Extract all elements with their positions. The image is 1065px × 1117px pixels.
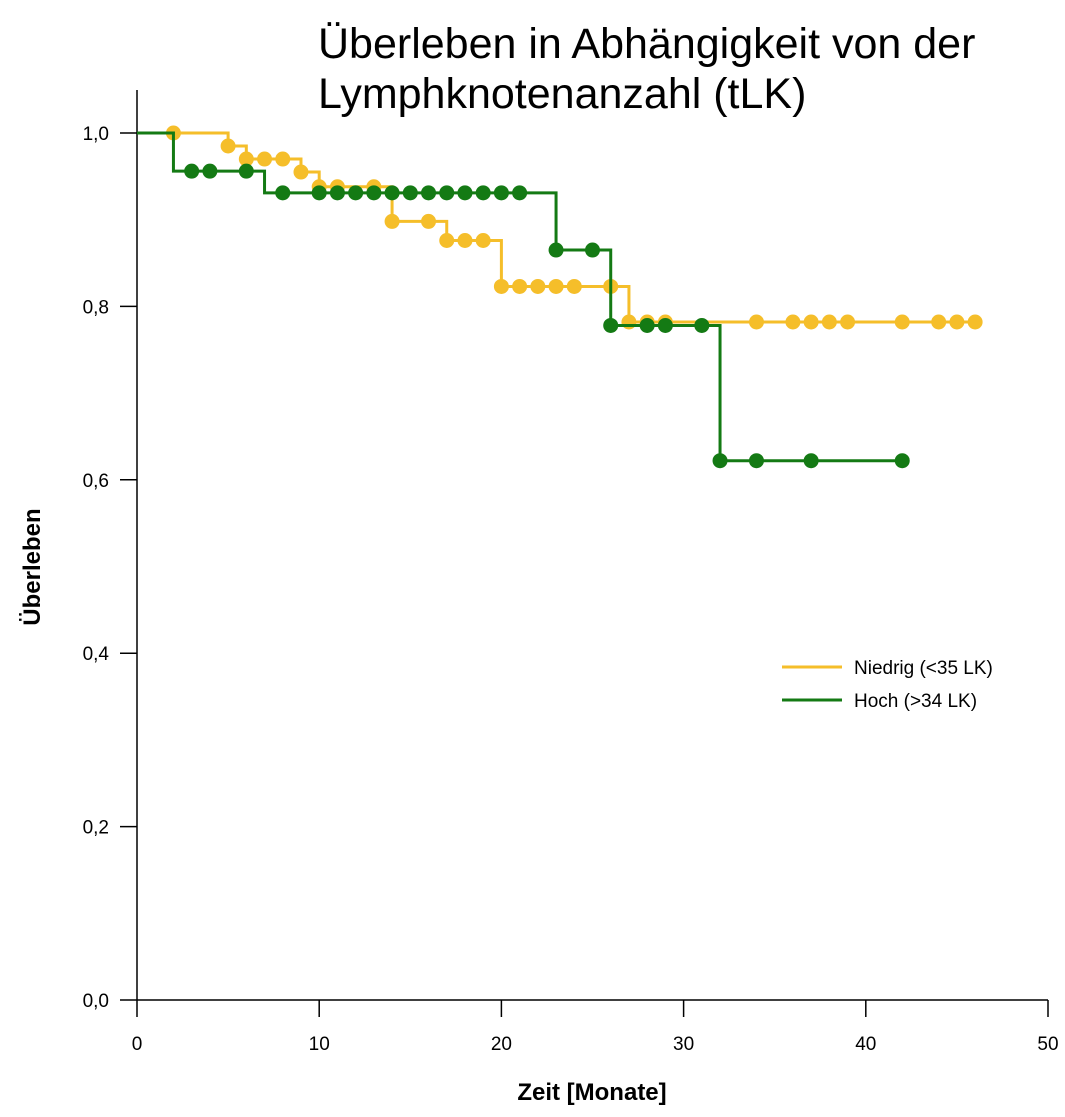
censor-marker — [402, 185, 418, 201]
censor-marker — [639, 317, 655, 333]
legend-label: Niedrig (<35 LK) — [854, 658, 993, 679]
censor-marker — [748, 453, 764, 469]
censor-marker — [384, 185, 400, 201]
censor-marker — [931, 314, 947, 330]
y-tick-label: 0,4 — [83, 644, 110, 665]
x-tick-label: 30 — [673, 1034, 694, 1055]
censor-marker — [457, 185, 473, 201]
series-layer — [137, 125, 983, 469]
y-tick-label: 0,6 — [83, 471, 109, 492]
censor-marker — [293, 164, 309, 180]
censor-marker — [512, 185, 528, 201]
censor-marker — [220, 138, 236, 154]
censor-marker — [840, 314, 856, 330]
series-2 — [137, 131, 910, 469]
censor-marker — [694, 317, 710, 333]
censor-marker — [785, 314, 801, 330]
censor-marker — [366, 185, 382, 201]
censor-marker — [512, 278, 528, 294]
series-1 — [137, 125, 983, 330]
censor-marker — [603, 317, 619, 333]
censor-marker — [803, 453, 819, 469]
y-tick-label: 0,2 — [83, 818, 109, 839]
censor-marker — [712, 453, 728, 469]
censor-marker — [967, 314, 983, 330]
censor-marker — [275, 151, 291, 167]
x-tick-label: 20 — [491, 1034, 512, 1055]
x-tick-label: 50 — [1037, 1034, 1058, 1055]
censor-marker — [548, 278, 564, 294]
chart-title-line-1: Überleben in Abhängigkeit von der — [318, 20, 975, 68]
censor-marker — [348, 185, 364, 201]
y-tick-label: 0,0 — [83, 991, 109, 1012]
censor-marker — [548, 242, 564, 258]
censor-marker — [748, 314, 764, 330]
y-axis-title: Überleben — [19, 508, 46, 625]
legend: Niedrig (<35 LK) Hoch (>34 LK) — [782, 658, 993, 712]
legend-label: Hoch (>34 LK) — [854, 691, 977, 712]
censor-marker — [894, 453, 910, 469]
x-axis-title: Zeit [Monate] — [517, 1079, 666, 1106]
censor-marker — [585, 242, 600, 258]
censor-marker — [566, 278, 582, 294]
censor-marker — [493, 185, 509, 201]
censor-marker — [657, 317, 673, 333]
censor-marker — [421, 213, 437, 229]
censor-marker — [421, 185, 437, 201]
censor-marker — [821, 314, 837, 330]
axes: 0,0 0,2 0,4 0,6 0,8 1,0 0 10 20 30 40 50 — [83, 90, 1059, 1055]
censor-marker — [238, 151, 254, 167]
censor-marker — [949, 314, 965, 330]
y-tick-label: 1,0 — [83, 124, 109, 145]
censor-marker — [329, 185, 345, 201]
censor-marker — [257, 151, 273, 167]
censor-marker — [439, 185, 455, 201]
censor-marker — [803, 314, 819, 330]
censor-marker — [238, 163, 254, 179]
x-tick-label: 40 — [855, 1034, 876, 1055]
y-tick-label: 0,8 — [83, 297, 109, 318]
censor-marker — [621, 314, 637, 330]
series-line — [137, 131, 903, 463]
x-tick-label: 0 — [132, 1034, 143, 1055]
x-tick-label: 10 — [309, 1034, 330, 1055]
censor-marker — [475, 233, 491, 249]
censor-marker — [493, 278, 509, 294]
censor-marker — [475, 185, 491, 201]
censor-marker — [457, 233, 473, 249]
chart-title-line-2: Lymphknotenanzahl (tLK) — [318, 70, 806, 118]
censor-marker — [311, 185, 327, 201]
censor-marker — [530, 278, 546, 294]
censor-marker — [894, 314, 910, 330]
censor-marker — [439, 233, 455, 249]
censor-marker — [202, 163, 218, 179]
censor-marker — [275, 185, 291, 201]
censor-marker — [184, 163, 200, 179]
censor-marker — [384, 213, 400, 229]
